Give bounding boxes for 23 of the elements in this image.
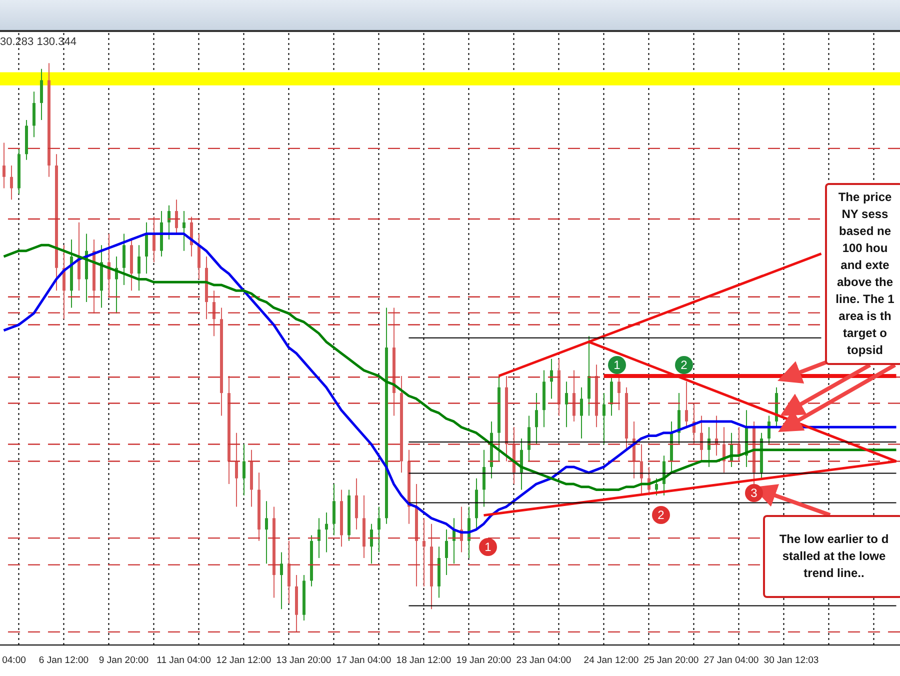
x-tick-label: 12 Jan 12:00 xyxy=(216,655,272,666)
annotation: 1 xyxy=(479,538,497,556)
x-tick-label: 24 Jan 12:00 xyxy=(584,655,639,666)
x-tick-label: 04:00 xyxy=(2,655,26,666)
x-tick-label: 19 Jan 20:00 xyxy=(456,655,512,666)
x-tick-label: 23 Jan 04:00 xyxy=(516,655,572,666)
x-tick-label: 13 Jan 20:00 xyxy=(276,655,332,666)
annotation: 1 xyxy=(608,356,626,374)
x-tick-label: 18 Jan 12:00 xyxy=(396,655,452,666)
x-tick-label: 25 Jan 20:00 xyxy=(644,655,699,666)
callout-box: The low earlier to d stalled at the lowe trend line.. xyxy=(763,515,900,598)
annotation: The low earlier to d stalled at the lowe trend line.. xyxy=(778,531,890,582)
annotation: 2 xyxy=(675,356,693,374)
callout-box: The price NY sess based ne 100 hou and exte above the line. The 1 area is th target o topsid xyxy=(825,183,900,365)
x-tick-label: 30 Jan 12:03 xyxy=(764,655,819,666)
annotation: 3 xyxy=(745,484,763,502)
text: 30.283 130.344 xyxy=(0,36,76,48)
x-tick-label: 11 Jan 04:00 xyxy=(156,655,211,666)
annotation: 2 xyxy=(652,506,670,524)
x-tick-label: 6 Jan 12:00 xyxy=(38,655,89,666)
x-tick-label: 17 Jan 04:00 xyxy=(336,655,392,666)
x-tick-label: 27 Jan 04:00 xyxy=(704,655,759,666)
x-tick-label: 9 Jan 20:00 xyxy=(98,655,149,666)
